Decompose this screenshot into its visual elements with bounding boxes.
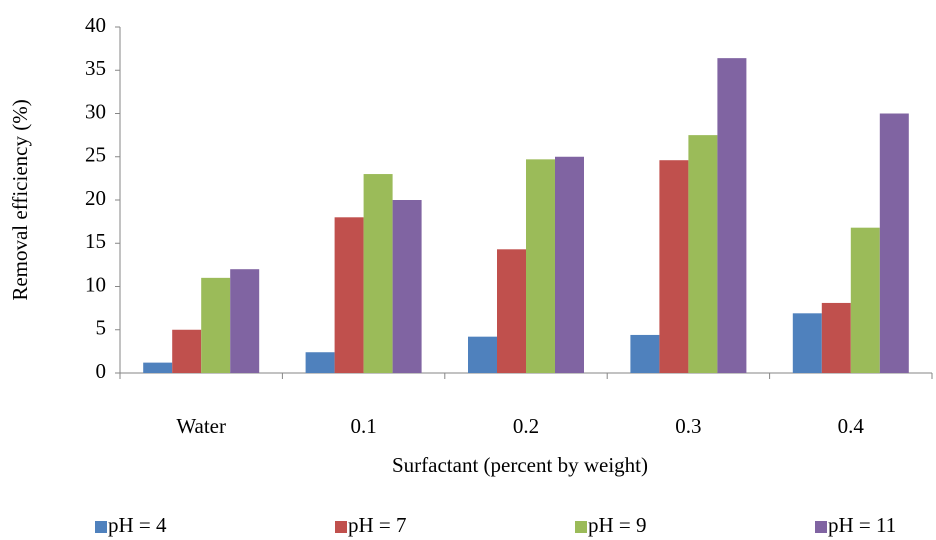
x-tick-label: 0.2 [513,414,539,438]
bar [688,135,718,373]
bar [879,113,909,373]
bar [143,362,173,373]
bar [468,336,497,373]
legend-swatch [335,521,347,533]
x-tick-label: 0.3 [675,414,701,438]
x-tick-label: 0.4 [838,414,865,438]
bar [305,352,335,373]
y-axis-title: Removal efficiency (%) [8,99,32,300]
bar [363,174,393,373]
bar [172,329,202,373]
y-tick-label: 40 [85,13,106,37]
x-tick-label: Water [176,414,226,438]
bar [792,313,822,373]
x-tick-label: 0.1 [350,414,376,438]
y-tick-label: 15 [85,229,106,253]
bar [717,58,747,373]
legend-label: pH = 11 [828,513,896,537]
bar [230,269,260,373]
y-tick-label: 25 [85,143,106,167]
bar [526,159,555,373]
legend-swatch [95,521,107,533]
bar [821,302,851,373]
y-tick-label: 0 [96,359,107,383]
y-tick-label: 20 [85,186,106,210]
y-tick-label: 5 [96,316,107,340]
bar [850,227,880,373]
y-tick-label: 10 [85,272,106,296]
bar [334,217,364,373]
y-tick-label: 30 [85,99,106,123]
bar [201,277,231,373]
y-tick-label: 35 [85,56,106,80]
bar [392,200,422,373]
legend-swatch [815,521,827,533]
legend-label: pH = 9 [588,513,647,537]
legend-swatch [575,521,587,533]
x-axis-title: Surfactant (percent by weight) [392,453,648,477]
bar [659,160,689,373]
legend-label: pH = 4 [108,513,167,537]
bar [497,249,526,373]
legend-label: pH = 7 [348,513,407,537]
bar [555,156,584,373]
bar [630,334,660,373]
